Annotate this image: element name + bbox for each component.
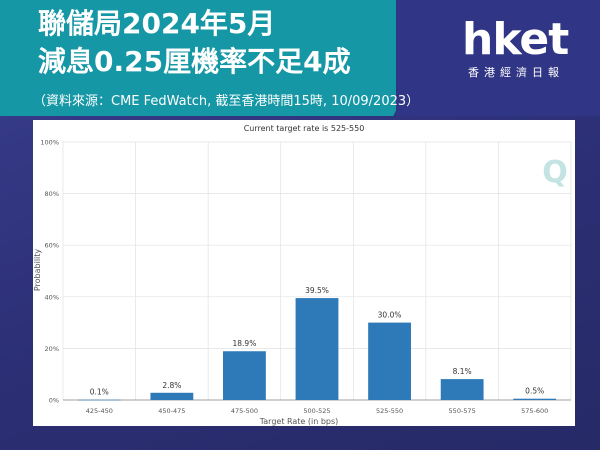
x-tick-label: 475-500 (231, 407, 258, 415)
x-tick-label: 425-450 (86, 407, 113, 415)
chart-panel: Current target rate is 525-550 0% 20% 40% 6… (33, 120, 575, 426)
x-tick-label: 525-550 (376, 407, 403, 415)
value-label: 18.9% (233, 339, 257, 348)
value-labels: 0.1% 2.8% 18.9% 39.5% 30.0% 8.1% 0.5% (90, 286, 544, 397)
value-label: 8.1% (453, 367, 472, 376)
bar-475-500 (223, 351, 266, 400)
bar-425-450 (77, 399, 121, 401)
y-tick-label: 60% (45, 242, 59, 250)
chart-title: Current target rate is 525-550 (244, 124, 365, 133)
x-tick-label: 575-600 (521, 407, 548, 415)
hket-logo: hket 香港經濟日報 (462, 14, 569, 80)
bar-575-600 (513, 398, 557, 400)
value-label: 0.5% (525, 387, 544, 396)
headline-line1: 聯儲局2024年5月 (38, 7, 276, 40)
headline-line2: 減息0.25厘機率不足4成 (38, 45, 351, 78)
y-axis-label: Probability (33, 249, 42, 292)
source-note: （資料來源：CME FedWatch, 截至香港時間15時, 10/09/202… (33, 94, 420, 109)
x-axis-label: Target Rate (in bps) (259, 417, 339, 426)
y-axis-ticks: 0% 20% 40% 60% 80% 100% (40, 139, 59, 405)
value-label: 39.5% (305, 286, 329, 295)
value-label: 2.8% (162, 381, 181, 390)
logo-panel (396, 0, 600, 116)
x-tick-label: 450-475 (158, 407, 185, 415)
logo-subtitle: 香港經濟日報 (468, 66, 564, 79)
watermark-q: Q (542, 155, 568, 190)
value-label: 30.0% (378, 311, 402, 320)
y-tick-label: 0% (49, 397, 59, 405)
x-tick-label: 550-575 (449, 407, 476, 415)
x-tick-label: 500-525 (303, 407, 330, 415)
chart-grid (62, 141, 572, 401)
bar-525-550 (368, 322, 411, 400)
chart-bars (77, 298, 557, 401)
y-tick-label: 80% (45, 190, 59, 198)
bar-450-475 (150, 392, 194, 400)
title-banner (0, 0, 452, 116)
value-label: 0.1% (90, 388, 109, 397)
bar-chart: Current target rate is 525-550 0% 20% 40% 6… (33, 124, 572, 426)
y-tick-label: 20% (45, 345, 59, 353)
logo-brand: hket (462, 14, 569, 65)
bar-550-575 (440, 379, 484, 400)
y-tick-label: 40% (45, 293, 59, 301)
bar-500-525 (295, 298, 339, 400)
y-tick-label: 100% (40, 139, 59, 147)
x-axis-ticks: 425-450 450-475 475-500 500-525 525-550 550-5… (86, 407, 549, 415)
